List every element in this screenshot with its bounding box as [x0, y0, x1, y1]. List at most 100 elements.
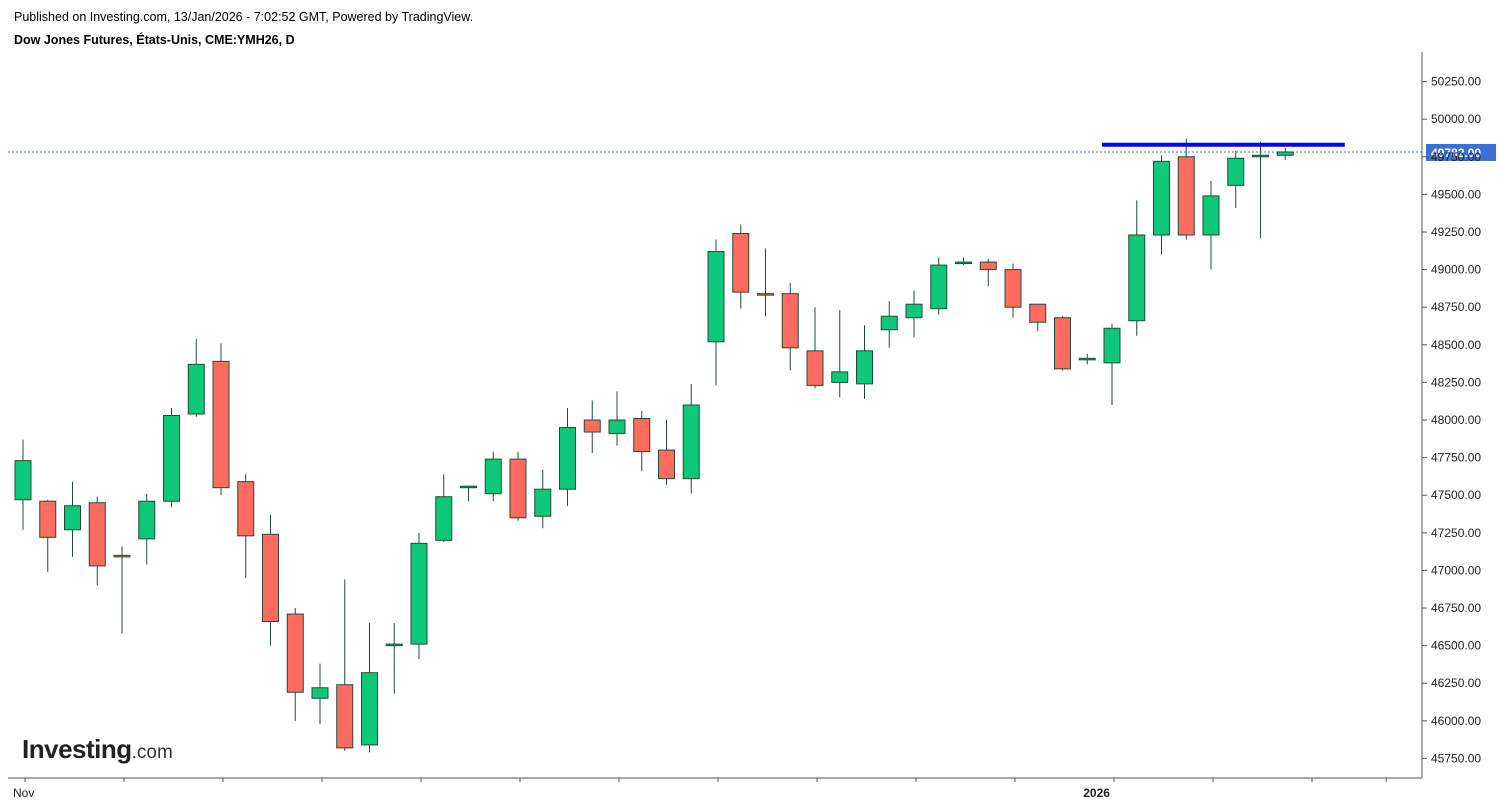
y-tick-label: 47250.00	[1431, 526, 1481, 540]
candle	[1276, 147, 1294, 160]
candle	[955, 257, 972, 266]
candle-body-up	[64, 505, 81, 531]
y-tick-label: 45750.00	[1431, 751, 1481, 765]
candle-body-down	[583, 419, 601, 433]
y-tick-label: 48500.00	[1431, 338, 1481, 352]
candle-body-up	[187, 363, 205, 415]
candle-body-down	[286, 613, 304, 693]
y-tick-label: 49000.00	[1431, 263, 1481, 277]
last-price-label: 49782.00	[1431, 146, 1481, 160]
candle	[583, 400, 601, 454]
y-tick-label: 49500.00	[1431, 187, 1481, 201]
candle	[534, 469, 552, 529]
candle-body-up	[534, 488, 552, 517]
candle-body-up	[559, 427, 576, 490]
candle-body-up	[14, 460, 32, 501]
candle-body-down	[757, 293, 774, 296]
candle	[856, 325, 873, 399]
candle-body-down	[1029, 303, 1047, 323]
candle	[707, 239, 725, 386]
candle-body-down	[262, 533, 279, 623]
candle	[1004, 263, 1022, 318]
candle	[39, 499, 57, 572]
candle-body-down	[806, 350, 824, 386]
candle-body-up	[955, 261, 972, 265]
candle	[757, 248, 774, 317]
candle-body-up	[1227, 157, 1245, 186]
candle	[64, 481, 81, 557]
y-tick-label: 46500.00	[1431, 639, 1481, 653]
candle	[484, 451, 502, 502]
candle	[831, 310, 849, 398]
candle-body-up	[1078, 357, 1096, 361]
axes-layer: 45750.00 46000.00 46250.00 46500.00 46750.00…	[8, 52, 1481, 800]
candle-body-up	[930, 264, 948, 310]
candle	[138, 493, 156, 565]
candle	[361, 623, 378, 753]
candle	[460, 485, 477, 502]
x-tick-label: Nov	[13, 786, 34, 800]
candle-body-down	[113, 554, 131, 558]
y-tick-label: 48750.00	[1431, 300, 1481, 314]
published-info: Published on Investing.com, 13/Jan/2026 …	[14, 10, 474, 24]
candle	[1202, 180, 1220, 270]
candle	[880, 301, 898, 348]
candle	[88, 496, 106, 586]
candle-body-up	[608, 419, 626, 435]
candle	[311, 663, 329, 724]
candle	[1128, 200, 1146, 336]
candle-body-up	[1153, 160, 1170, 236]
candle-body-up	[385, 643, 403, 647]
candle	[1103, 323, 1121, 405]
candle-body-down	[509, 458, 527, 519]
candle-body-up	[311, 687, 329, 699]
y-tick-label: 50000.00	[1431, 112, 1481, 126]
candle-body-up	[856, 350, 873, 385]
candle-body-down	[1177, 156, 1195, 236]
candle-body-down	[336, 684, 354, 749]
y-tick-label: 49750.00	[1431, 150, 1481, 164]
y-tick-label: 48000.00	[1431, 413, 1481, 427]
candle	[262, 514, 279, 646]
candle	[163, 407, 180, 508]
candle-body-up	[905, 303, 923, 319]
candle	[336, 579, 354, 751]
candle-body-down	[212, 360, 230, 489]
candle	[930, 257, 948, 315]
y-tick-label: 46000.00	[1431, 714, 1481, 728]
candle-body-up	[361, 672, 378, 746]
candle	[1153, 155, 1170, 255]
x-tick-label: 2026	[1083, 786, 1110, 800]
candle	[633, 410, 651, 472]
candle-body-down	[1004, 269, 1022, 308]
candle	[1078, 353, 1096, 365]
overlay-layer: 49782.00	[1102, 142, 1496, 161]
candle	[435, 474, 453, 542]
candle-body-down	[732, 232, 750, 293]
logo-main: Investing	[22, 734, 132, 764]
candle	[1177, 138, 1195, 240]
candles-layer	[14, 138, 1294, 753]
last-price-badge	[1426, 143, 1496, 161]
y-tick-label: 46250.00	[1431, 676, 1481, 690]
candle-body-up	[410, 542, 428, 645]
y-tick-label: 47750.00	[1431, 451, 1481, 465]
candle	[1029, 303, 1047, 332]
y-tick-label: 47000.00	[1431, 563, 1481, 577]
candle-body-down	[39, 500, 57, 538]
y-tick-label: 48250.00	[1431, 375, 1481, 389]
y-tick-label: 50250.00	[1431, 75, 1481, 89]
candle-body-up	[1252, 154, 1269, 158]
candle-body-down	[658, 449, 675, 480]
candle	[113, 546, 131, 634]
candle	[806, 307, 824, 389]
candle-body-up	[707, 251, 725, 343]
candle	[559, 407, 576, 506]
candle	[905, 290, 923, 338]
candle-body-down	[237, 481, 255, 537]
candle	[385, 623, 403, 694]
candle-body-up	[435, 496, 453, 541]
candle	[658, 420, 675, 485]
candle	[237, 474, 255, 578]
